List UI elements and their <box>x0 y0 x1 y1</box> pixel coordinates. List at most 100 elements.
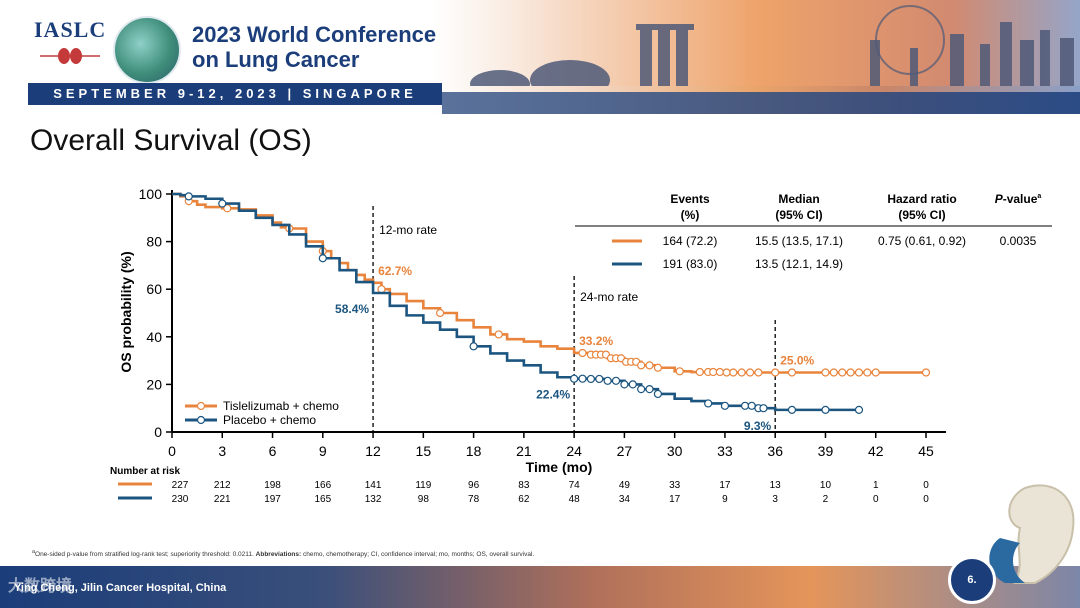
censor-mark <box>620 380 629 389</box>
censor-mark <box>737 368 746 377</box>
censor-mark <box>821 405 830 414</box>
at-risk-count: 78 <box>468 494 480 505</box>
conference-title-line1: 2023 World Conference <box>192 22 437 47</box>
at-risk-count: 0 <box>873 494 879 505</box>
at-risk-count: 132 <box>365 494 382 505</box>
x-tick-label: 24 <box>566 443 582 459</box>
censor-mark <box>863 368 872 377</box>
x-tick-label: 42 <box>868 443 884 459</box>
at-risk-count: 34 <box>619 494 631 505</box>
censor-mark <box>695 367 704 377</box>
censor-mark <box>578 374 587 383</box>
at-risk-count: 0 <box>923 480 929 491</box>
x-tick-label: 0 <box>168 443 176 459</box>
censor-mark <box>829 368 838 377</box>
milestone-label: 25.0% <box>780 354 814 368</box>
y-tick-label: 20 <box>146 376 162 392</box>
censor-mark <box>729 368 738 377</box>
at-risk-count: 33 <box>669 480 681 491</box>
censor-mark <box>754 368 763 377</box>
censor-mark <box>854 368 864 377</box>
stats-pvalue: 0.0035 <box>1000 234 1037 248</box>
censor-mark <box>586 374 595 384</box>
at-risk-count: 166 <box>314 480 331 491</box>
legend-censor-tislelizumab <box>196 401 206 411</box>
censor-mark <box>740 401 750 410</box>
iaslc-logo: IASLC <box>34 17 107 42</box>
footnote-marker: a <box>32 549 36 555</box>
censor-mark <box>653 389 663 399</box>
footer-bar <box>0 566 1080 608</box>
stats-table: Events (%) Median (95% CI) Hazard ratio … <box>575 192 1052 271</box>
at-risk-count: 74 <box>569 480 581 491</box>
x-tick-label: 12 <box>365 443 381 459</box>
stats-median-tislelizumab: 15.5 (13.5, 17.1) <box>755 234 843 248</box>
banner-rule <box>442 92 1080 114</box>
at-risk-count: 197 <box>264 494 281 505</box>
stats-header-pvalue: P-valuea <box>995 192 1042 206</box>
conference-logo-globe <box>113 16 181 84</box>
presenter-credit: Ying Cheng, Jilin Cancer Hospital, China <box>14 582 227 594</box>
x-tick-label: 6 <box>269 443 277 459</box>
x-tick-label: 21 <box>516 443 532 459</box>
at-risk-count: 1 <box>873 480 879 491</box>
at-risk-count: 49 <box>619 480 631 491</box>
at-risk-count: 227 <box>172 480 189 491</box>
stats-header-hr-ci: (95% CI) <box>898 208 945 222</box>
conference-banner: IASLC 2023 World Conference on Lung Canc… <box>0 0 1080 114</box>
at-risk-count: 96 <box>468 480 480 491</box>
x-tick-label: 30 <box>667 443 683 459</box>
censor-mark <box>787 405 797 414</box>
censor-mark <box>715 367 725 377</box>
at-risk-count: 0 <box>923 494 929 505</box>
footnote: aOne-sided p-value from stratified log-r… <box>32 549 534 558</box>
number-at-risk-table: Number at risk 227 212 198 166 141 119 96 83 74 4… <box>110 466 929 505</box>
stats-events-placebo: 191 (83.0) <box>663 257 718 271</box>
milestone-label: 58.4% <box>335 302 369 316</box>
y-tick-label: 100 <box>139 186 163 202</box>
censor-mark <box>628 380 637 389</box>
at-risk-count: 198 <box>264 480 281 491</box>
censor-mark <box>838 368 847 377</box>
milestone-label: 9.3% <box>744 419 772 433</box>
censor-mark <box>377 285 386 294</box>
censor-mark <box>318 254 327 263</box>
censor-mark <box>645 385 654 394</box>
at-risk-count: 3 <box>772 494 778 505</box>
at-risk-count: 10 <box>820 480 832 491</box>
censor-mark <box>821 368 830 377</box>
footnote-abbrev-text: chemo, chemotherapy; CI, confidence inte… <box>301 551 535 559</box>
at-risk-title: Number at risk <box>110 466 180 477</box>
x-tick-label: 9 <box>319 443 327 459</box>
footnote-abbrev-label: Abbreviations: <box>255 551 302 559</box>
stats-header-events: Events <box>670 192 710 206</box>
conference-title-line2: on Lung Cancer <box>192 47 360 72</box>
at-risk-count: 2 <box>823 494 829 505</box>
stats-header-events-unit: (%) <box>681 208 700 222</box>
rate-annotation: 24-mo rate <box>580 290 638 304</box>
stats-median-placebo: 13.5 (12.1, 14.9) <box>755 257 843 271</box>
censor-mark <box>720 401 730 410</box>
censor-mark <box>184 192 193 201</box>
at-risk-count: 17 <box>719 480 731 491</box>
merlion-logo <box>989 484 1075 584</box>
censor-mark <box>578 348 587 358</box>
x-tick-label: 18 <box>466 443 482 459</box>
x-tick-label: 33 <box>717 443 733 459</box>
x-tick-label: 36 <box>767 443 783 459</box>
singapore-skyline-image <box>440 0 1080 86</box>
y-axis-label: OS probability (%) <box>118 251 134 372</box>
slide-title: Overall Survival (OS) <box>30 124 312 157</box>
at-risk-count: 165 <box>314 494 331 505</box>
milestone-label: 33.2% <box>579 334 613 348</box>
x-tick-label: 27 <box>617 443 633 459</box>
lungs-icon <box>40 48 100 64</box>
censor-mark <box>854 405 864 414</box>
milestone-label: 22.4% <box>536 388 570 402</box>
legend-label-placebo: Placebo + chemo <box>223 413 316 427</box>
conference-title: 2023 World Conference on Lung Cancer <box>192 22 436 72</box>
at-risk-count: 230 <box>172 494 189 505</box>
censor-mark <box>787 368 797 377</box>
stats-header-median: Median <box>778 192 819 206</box>
